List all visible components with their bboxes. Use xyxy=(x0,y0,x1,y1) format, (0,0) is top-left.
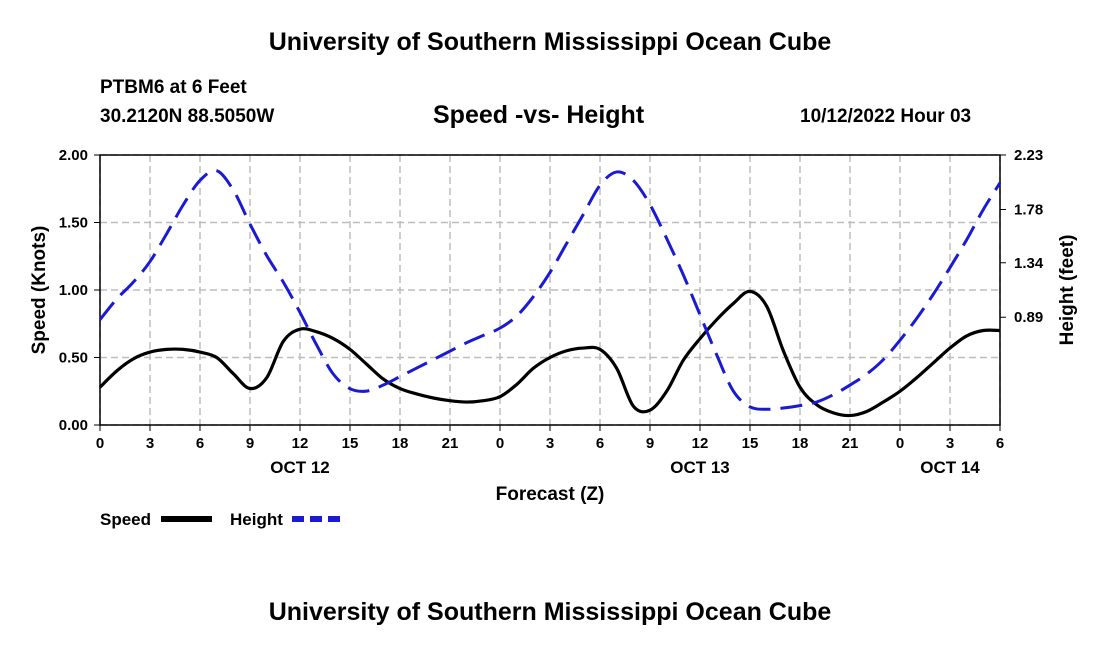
station-label: PTBM6 at 6 Feet xyxy=(100,77,247,98)
x-tick-label: 21 xyxy=(442,435,459,452)
x-tick-label: 18 xyxy=(792,435,809,452)
y2-tick-label: 1.78 xyxy=(1014,201,1043,218)
x-tick-label: 0 xyxy=(496,435,504,452)
y-tick-label: 0.00 xyxy=(59,417,88,434)
x-tick-label: 6 xyxy=(596,435,604,452)
page-title: University of Southern Mississippi Ocean… xyxy=(268,28,832,56)
y-tick-label: 0.50 xyxy=(59,350,88,367)
height-line xyxy=(98,168,1002,411)
y-tick-label: 2.00 xyxy=(59,147,88,164)
x-tick-label: 3 xyxy=(546,435,554,452)
series-layer xyxy=(98,168,1002,418)
chart-title: Speed -vs- Height xyxy=(433,101,645,129)
x-axis-label: Forecast (Z) xyxy=(496,484,605,505)
x-tick-label: 9 xyxy=(246,435,254,452)
x-tick-label: 21 xyxy=(842,435,859,452)
x-tick-label: 0 xyxy=(896,435,904,452)
x-tick-label: 6 xyxy=(996,435,1004,452)
forecast-datetime: 10/12/2022 Hour 03 xyxy=(800,106,972,127)
date-label: OCT 13 xyxy=(670,458,730,477)
x-tick-label: 3 xyxy=(946,435,954,452)
station-coordinates: 30.2120N 88.5050W xyxy=(100,106,275,127)
legend: Speed Height xyxy=(100,510,343,529)
speed-line xyxy=(98,289,1001,418)
footer-title: University of Southern Mississippi Ocean… xyxy=(268,598,832,626)
y2-tick-label: 1.34 xyxy=(1014,255,1044,272)
legend-height-label: Height xyxy=(230,510,283,529)
chart-grid xyxy=(99,154,1001,426)
x-tick-label: 6 xyxy=(196,435,204,452)
x-tick-label: 12 xyxy=(292,435,309,452)
x-tick-label: 15 xyxy=(342,435,359,452)
x-tick-label: 0 xyxy=(96,435,104,452)
x-tick-label: 9 xyxy=(646,435,654,452)
y2-tick-label: 0.89 xyxy=(1014,309,1043,326)
date-label: OCT 12 xyxy=(270,458,330,477)
x-tick-label: 12 xyxy=(692,435,709,452)
date-label: OCT 14 xyxy=(920,458,980,477)
y2-axis-label: Height (feet) xyxy=(1057,235,1078,346)
y-tick-label: 1.00 xyxy=(59,282,88,299)
axis-layer: 0 3 6 9 12 15 18 21 0 3 6 9 12 15 18 21 0 3 6 0.00 0.50 1.00 1… xyxy=(59,147,1044,477)
x-tick-label: 15 xyxy=(742,435,759,452)
y-axis-label: Speed (Knots) xyxy=(29,226,50,355)
y2-tick-label: 2.23 xyxy=(1014,147,1043,164)
legend-speed-label: Speed xyxy=(100,510,151,529)
x-tick-label: 18 xyxy=(392,435,409,452)
x-tick-label: 3 xyxy=(146,435,154,452)
y-tick-label: 1.50 xyxy=(59,215,88,232)
